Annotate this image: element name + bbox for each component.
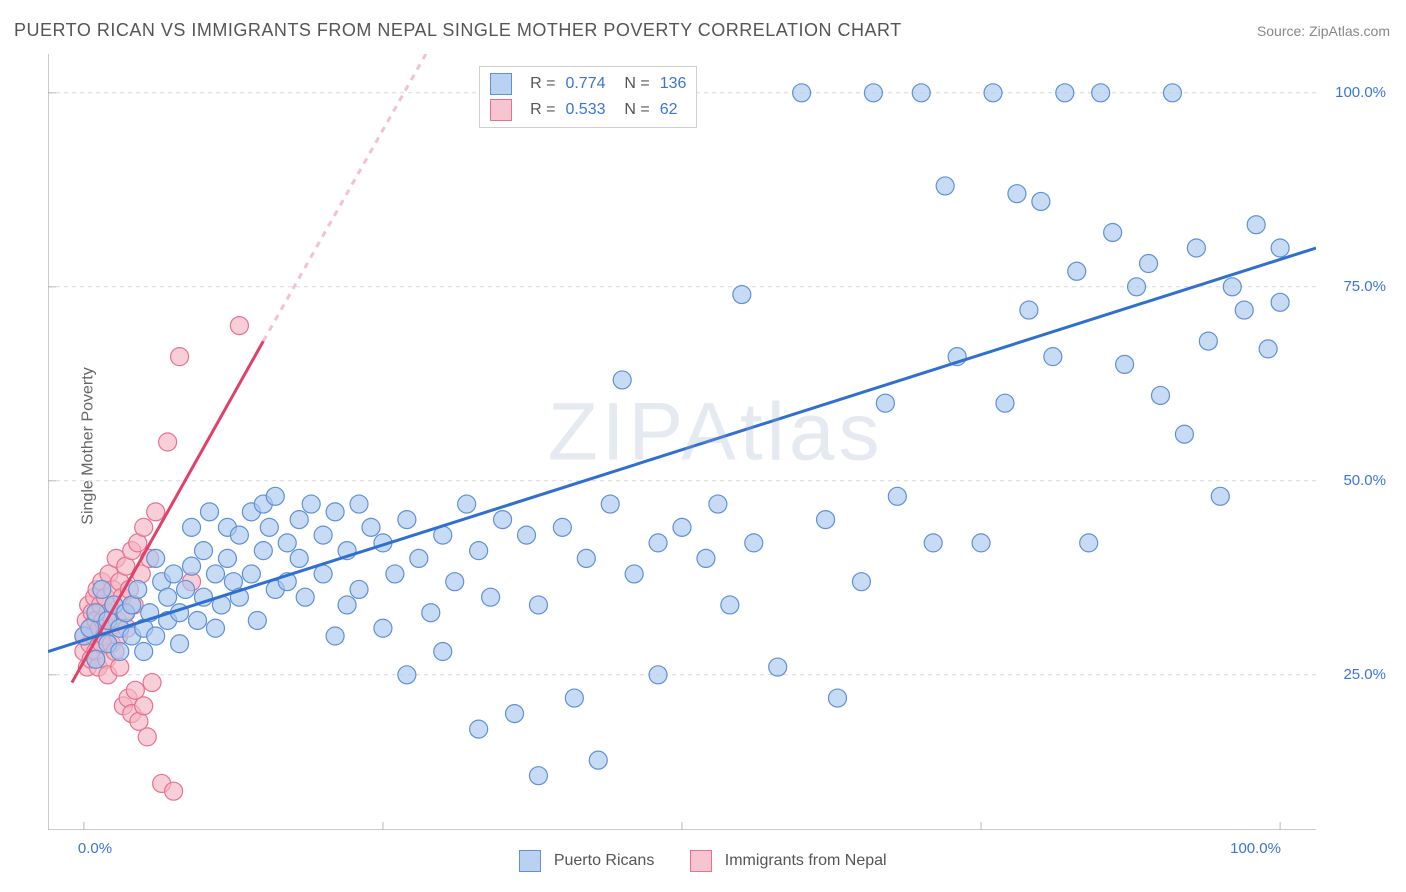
series-legend: Puerto Ricans Immigrants from Nepal (0, 850, 1406, 872)
stats-row-blue: R = 0.774 N = 136 (490, 71, 686, 97)
stats-r-pink: 0.533 (565, 101, 605, 119)
stats-n-pink: 62 (660, 101, 678, 119)
stats-n-blue: 136 (660, 75, 687, 93)
header: PUERTO RICAN VS IMMIGRANTS FROM NEPAL SI… (14, 20, 1390, 41)
scatter-svg (48, 54, 1316, 830)
stats-r-label: R = (530, 75, 555, 93)
stats-n-label: N = (616, 101, 650, 119)
y-tick-label: 50.0% (1343, 472, 1386, 489)
chart-title: PUERTO RICAN VS IMMIGRANTS FROM NEPAL SI… (14, 20, 902, 41)
stats-row-pink: R = 0.533 N = 62 (490, 97, 686, 123)
legend-label-pink: Immigrants from Nepal (725, 852, 887, 869)
swatch-pink-icon (490, 99, 512, 121)
chart-root: PUERTO RICAN VS IMMIGRANTS FROM NEPAL SI… (0, 0, 1406, 892)
stats-r-label: R = (530, 101, 555, 119)
stats-r-blue: 0.774 (565, 75, 605, 93)
legend-label-blue: Puerto Ricans (554, 852, 655, 869)
source-attribution: Source: ZipAtlas.com (1257, 23, 1390, 39)
plot-area: ZIPAtlas R = 0.774 N = 136 R = 0.533 N =… (48, 54, 1316, 830)
stats-n-label: N = (616, 75, 650, 93)
y-tick-label: 75.0% (1343, 278, 1386, 295)
stats-legend-box: R = 0.774 N = 136 R = 0.533 N = 62 (479, 66, 697, 128)
legend-item-pink: Immigrants from Nepal (690, 850, 886, 872)
swatch-pink-icon (690, 850, 712, 872)
legend-item-blue: Puerto Ricans (519, 850, 654, 872)
swatch-blue-icon (490, 73, 512, 95)
y-tick-label: 25.0% (1343, 666, 1386, 683)
swatch-blue-icon (519, 850, 541, 872)
y-tick-label: 100.0% (1335, 84, 1386, 101)
